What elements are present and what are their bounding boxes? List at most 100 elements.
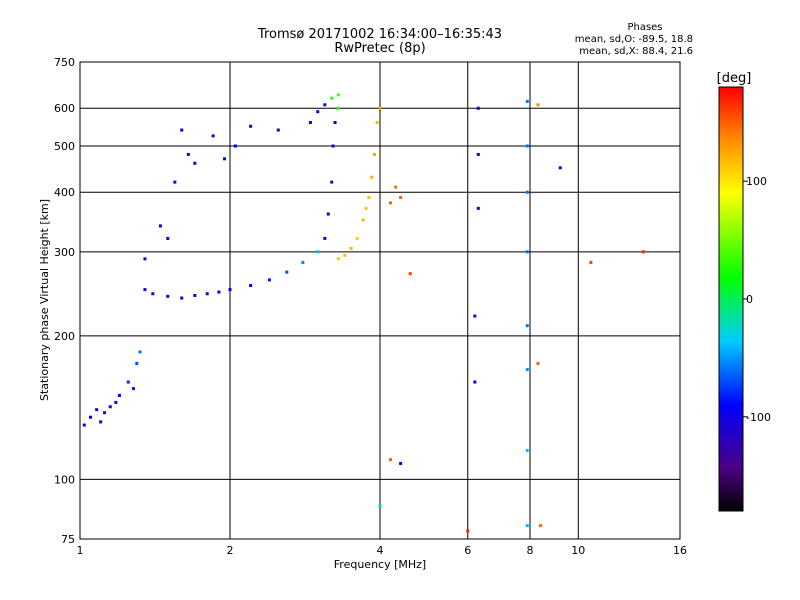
data-point — [336, 93, 340, 97]
colorbar — [718, 86, 744, 512]
data-point — [217, 290, 221, 294]
y-tick-label: 75 — [61, 533, 75, 546]
x-tick-label: 10 — [571, 544, 585, 557]
data-point — [126, 380, 130, 384]
colorbar-tick-label: 0 — [746, 293, 753, 306]
data-point — [394, 185, 398, 189]
data-point — [367, 195, 371, 199]
data-point — [378, 106, 382, 110]
data-point — [536, 361, 540, 365]
data-point — [95, 408, 99, 412]
data-point — [326, 212, 330, 216]
data-point — [285, 270, 289, 274]
data-point — [131, 387, 135, 391]
x-tick-label: 6 — [464, 544, 471, 557]
plot-frame — [79, 61, 681, 540]
data-point — [103, 411, 107, 415]
y-tick-label: 600 — [54, 102, 75, 115]
data-point — [355, 236, 359, 240]
data-point — [373, 152, 377, 156]
colorbar-ticks: 100 0 -100 — [743, 175, 771, 424]
data-point — [323, 236, 327, 240]
data-point — [389, 201, 393, 205]
phases-x-stats: mean, sd,X: 88.4, 21.6 — [579, 46, 693, 57]
y-axis-ticks: 75 100 200 300 400 500 600 750 — [54, 56, 75, 546]
colorbar-tick-label: -100 — [746, 411, 771, 424]
colorbar-tick-label: 100 — [746, 175, 767, 188]
chart-title: Tromsø 20171002 16:34:00–16:35:43 — [257, 27, 502, 42]
x-axis-ticks: 1 2 4 6 8 10 16 — [77, 544, 688, 557]
data-point — [525, 367, 529, 371]
data-point — [525, 190, 529, 194]
data-point — [193, 161, 197, 165]
data-point — [108, 405, 112, 409]
data-point — [233, 144, 237, 148]
x-tick-label: 4 — [377, 544, 384, 557]
data-point — [151, 292, 155, 296]
data-point — [82, 423, 86, 427]
data-point — [349, 246, 353, 250]
chart-subtitle: RwPretec (8p) — [334, 41, 425, 56]
data-point — [138, 350, 142, 354]
data-point — [330, 96, 334, 100]
data-point — [267, 278, 271, 282]
x-tick-label: 1 — [77, 544, 84, 557]
data-point — [117, 393, 121, 397]
data-point — [205, 292, 209, 296]
data-point — [525, 324, 529, 328]
data-point — [473, 380, 477, 384]
data-point — [180, 296, 184, 300]
data-point — [641, 250, 645, 254]
phases-heading: Phases — [627, 22, 662, 33]
data-point — [193, 293, 197, 297]
data-point — [330, 180, 334, 184]
data-point — [276, 128, 280, 132]
data-point — [158, 224, 162, 228]
plot-grid — [80, 62, 680, 539]
data-point — [333, 121, 337, 125]
y-tick-label: 300 — [54, 246, 75, 259]
data-point — [589, 260, 593, 264]
x-tick-label: 2 — [227, 544, 234, 557]
data-point — [99, 420, 103, 424]
data-point — [89, 415, 93, 419]
data-point — [466, 529, 470, 533]
colorbar-unit: [deg] — [717, 71, 752, 86]
y-axis-label: Stationary phase Virtual Height [km] — [38, 199, 51, 401]
data-point — [399, 461, 403, 465]
y-tick-label: 200 — [54, 330, 75, 343]
data-point — [525, 99, 529, 103]
data-point — [476, 152, 480, 156]
data-point — [473, 314, 477, 318]
data-point — [180, 128, 184, 132]
data-point — [114, 400, 118, 404]
data-point — [408, 272, 412, 276]
data-point — [249, 283, 253, 287]
data-point — [228, 288, 232, 292]
data-point — [378, 504, 382, 508]
data-point — [558, 166, 562, 170]
data-point — [143, 257, 147, 261]
y-tick-label: 400 — [54, 186, 75, 199]
data-point — [143, 288, 147, 292]
data-point — [186, 152, 190, 156]
data-point — [399, 195, 403, 199]
data-point — [525, 448, 529, 452]
data-point — [525, 144, 529, 148]
data-point — [525, 250, 529, 254]
data-point — [336, 257, 340, 261]
y-tick-label: 500 — [54, 140, 75, 153]
data-points — [82, 93, 645, 533]
y-tick-label: 750 — [54, 56, 75, 69]
data-point — [173, 180, 177, 184]
data-point — [331, 144, 335, 148]
data-point — [364, 206, 368, 210]
data-point — [343, 253, 347, 257]
data-point — [536, 103, 540, 107]
y-tick-label: 100 — [54, 473, 75, 486]
data-point — [476, 106, 480, 110]
data-point — [525, 524, 529, 528]
data-point — [389, 458, 393, 462]
data-point — [316, 250, 320, 254]
data-point — [211, 134, 215, 138]
